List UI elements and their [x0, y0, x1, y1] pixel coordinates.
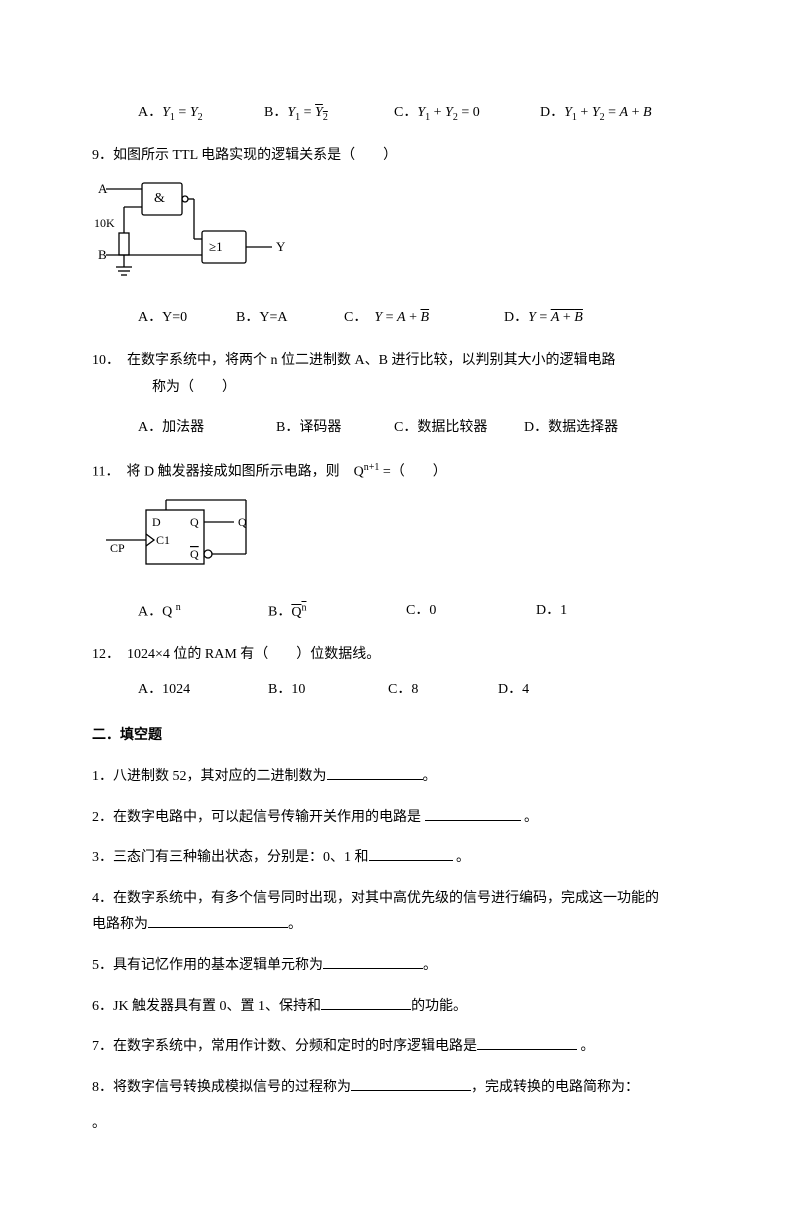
fill-2: 2．在数字电路中，可以起信号传输开关作用的电路是 。 [92, 805, 708, 832]
fill-6: 6．JK 触发器具有置 0、置 1、保持和的功能。 [92, 994, 708, 1021]
blank[interactable] [369, 860, 453, 861]
exam-page: A．Y1 = Y2 B．Y1 = Y2 C．Y1 + Y2 = 0 D．Y1 +… [0, 0, 800, 1212]
label-b: B [98, 247, 107, 262]
q11-opt-c: C．0 [406, 598, 536, 626]
q10-line2: 称为（ ） [92, 375, 708, 402]
fill-8: 8．将数字信号转换成模拟信号的过程称为，完成转换的电路简称为： 。 [92, 1075, 708, 1138]
and-gate: & [154, 191, 165, 206]
q9-opt-c: C． Y = A + B [344, 305, 504, 332]
q12-opt-c: C．8 [388, 677, 498, 704]
q10-opt-b: B．译码器 [276, 415, 394, 442]
q8-options: A．Y1 = Y2 B．Y1 = Y2 C．Y1 + Y2 = 0 D．Y1 +… [92, 100, 708, 127]
label-qbar: Q [190, 547, 199, 561]
fill-5: 5．具有记忆作用的基本逻辑单元称为。 [92, 953, 708, 980]
blank[interactable] [148, 927, 288, 928]
label-a: A [98, 181, 108, 196]
q10-opt-a: A．加法器 [138, 415, 276, 442]
q8-opt-a: A．Y1 = Y2 [138, 100, 264, 127]
blank[interactable] [323, 968, 423, 969]
q9-opt-a: A．Y=0 [138, 305, 236, 332]
q8-opt-c: C．Y1 + Y2 = 0 [394, 100, 540, 127]
label-r: 10K [94, 216, 115, 230]
blank[interactable] [351, 1090, 471, 1091]
q8-opt-d: D．Y1 + Y2 = A + B [540, 100, 652, 127]
label-d: D [152, 515, 161, 529]
q12-options: A．1024 B．10 C．8 D．4 [92, 677, 708, 704]
q11-opt-b: B．Qn [268, 598, 406, 626]
q9-opt-b: B．Y=A [236, 305, 344, 332]
q9-circuit: A B 10K & ≥1 Y [94, 177, 294, 287]
q9-options: A．Y=0 B．Y=A C． Y = A + B D．Y = A + B [92, 305, 708, 332]
q11-opt-d: D．1 [536, 598, 567, 626]
q12-opt-d: D．4 [498, 677, 529, 704]
q10-opt-c: C．数据比较器 [394, 415, 524, 442]
q9-text: 9．如图所示 TTL 电路实现的逻辑关系是（ ） [92, 143, 708, 170]
or-gate: ≥1 [209, 239, 223, 254]
label-c1: C1 [156, 533, 170, 547]
q9-opt-d: D．Y = A + B [504, 305, 583, 332]
label-cp: CP [110, 541, 125, 555]
q12-opt-a: A．1024 [138, 677, 268, 704]
q10: 10． 在数字系统中，将两个 n 位二进制数 A、B 进行比较，以判别其大小的逻… [92, 348, 708, 401]
section-2-title: 二．填空题 [92, 723, 708, 750]
blank[interactable] [477, 1049, 577, 1050]
q12-opt-b: B．10 [268, 677, 388, 704]
q8-opt-b: B．Y1 = Y2 [264, 100, 394, 127]
q10-options: A．加法器 B．译码器 C．数据比较器 D．数据选择器 [92, 415, 708, 442]
q11-opt-a: A．Q n [138, 598, 268, 626]
q12-text: 12． 1024×4 位的 RAM 有（ ）位数据线。 [92, 642, 708, 669]
label-y: Y [276, 239, 286, 254]
blank[interactable] [321, 1009, 411, 1010]
fill-7: 7．在数字系统中，常用作计数、分频和定时的时序逻辑电路是 。 [92, 1034, 708, 1061]
blank[interactable] [425, 820, 521, 821]
fill-4: 4．在数字系统中，有多个信号同时出现，对其中高优先级的信号进行编码，完成这一功能… [92, 886, 708, 939]
q10-line1: 10． 在数字系统中，将两个 n 位二进制数 A、B 进行比较，以判别其大小的逻… [92, 348, 708, 375]
q11-options: A．Q n B．Qn C．0 D．1 [92, 598, 708, 626]
fill-3: 3．三态门有三种输出状态，分别是：0、1 和 。 [92, 845, 708, 872]
q10-opt-d: D．数据选择器 [524, 415, 618, 442]
label-qout: Q [238, 515, 247, 529]
q11-circuit: D C1 CP Q Q Q [94, 494, 274, 580]
blank[interactable] [327, 779, 423, 780]
fill-1: 1．八进制数 52，其对应的二进制数为。 [92, 764, 708, 791]
q11-text: 11． 将 D 触发器接成如图所示电路，则 Qn+1 =（ ） [92, 458, 708, 486]
label-q: Q [190, 515, 199, 529]
